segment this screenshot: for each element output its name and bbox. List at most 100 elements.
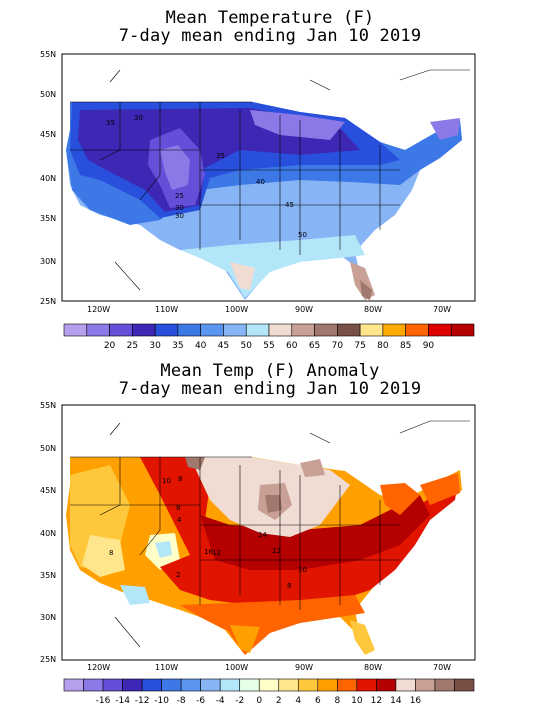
temperature-fill (66, 102, 462, 300)
lon-tick-label: 80W (364, 305, 382, 314)
contour-label: 8 (176, 504, 180, 512)
legend-label: 12 (371, 696, 382, 706)
lat-tick-label: 25N (40, 655, 56, 664)
mean-temperature-panel: Mean Temperature (F) 7-day mean ending J… (0, 0, 540, 351)
lat-tick-label: 55N (40, 401, 56, 410)
contour-labels: 35 30 30 35 40 45 50 25 30 (106, 114, 307, 239)
contour-labels: 10 8 8 4 8 16 12 14 12 10 8 2 (109, 475, 307, 590)
legend-swatch (405, 323, 429, 337)
lat-tick-label: 30N (40, 613, 56, 622)
legend-swatch (239, 678, 260, 692)
legend-label: 25 (127, 341, 138, 351)
lat-axis: 55N 50N 45N 40N 35N 30N 25N (40, 401, 56, 664)
legend-label: 2 (276, 696, 282, 706)
lon-tick-label: 90W (295, 305, 313, 314)
lon-tick-label: 120W (87, 305, 110, 314)
lon-axis: 120W 110W 100W 90W 80W 70W (87, 305, 451, 314)
legend-swatch (154, 323, 179, 337)
legend-swatch (63, 678, 84, 692)
contour-label: 40 (256, 178, 265, 186)
legend-swatch (297, 678, 319, 692)
boundary-lines (70, 420, 470, 648)
legend-swatch (434, 678, 455, 692)
legend-swatch (382, 323, 406, 337)
legend-swatch (180, 678, 201, 692)
boundary-lines (70, 69, 470, 291)
legend-swatch (359, 323, 384, 337)
contour-label: 4 (177, 516, 182, 524)
legend-label: -16 (96, 696, 111, 706)
lat-tick-label: 25N (40, 297, 56, 306)
temperature-legend: 20 25 30 35 40 45 50 55 60 65 70 75 80 85 90 (63, 323, 475, 351)
legend-swatch (428, 323, 452, 337)
legend-label: -2 (235, 696, 244, 706)
legend-swatch (454, 678, 475, 692)
legend-swatch (337, 323, 361, 337)
lat-axis: 55N 50N 45N 40N 35N 30N 25N (40, 50, 56, 306)
legend-swatch (122, 678, 143, 692)
legend-swatch (83, 678, 104, 692)
legend-swatch (258, 678, 280, 692)
contour-label: 12 (272, 547, 281, 555)
contour-label: 16 (204, 548, 213, 556)
legend-swatch (200, 678, 221, 692)
legend-swatch (291, 323, 315, 337)
lat-tick-label: 45N (40, 130, 56, 139)
legend-swatch (223, 323, 247, 337)
legend-label: 10 (351, 696, 363, 706)
legend-label: 40 (195, 341, 207, 351)
legend-swatch (395, 678, 416, 692)
lon-tick-label: 110W (155, 663, 178, 672)
legend-label: 30 (149, 341, 161, 351)
legend-swatch (102, 678, 123, 692)
legend-label: 70 (332, 341, 344, 351)
legend-label: -4 (216, 696, 225, 706)
lon-tick-label: 80W (364, 663, 382, 672)
lat-tick-label: 35N (40, 571, 56, 580)
legend-swatch (219, 678, 241, 692)
legend-swatch (314, 323, 338, 337)
lon-tick-label: 70W (433, 305, 451, 314)
contour-label: 25 (175, 192, 184, 200)
lat-tick-label: 50N (40, 444, 56, 453)
lon-tick-label: 100W (225, 305, 248, 314)
anomaly-legend: -16 -14 -12 -10 -8 -6 -4 -2 0 2 4 6 8 10 12 14 16 (63, 678, 475, 706)
legend-label: 20 (104, 341, 116, 351)
lon-tick-label: 70W (433, 663, 451, 672)
lat-tick-label: 40N (40, 529, 56, 538)
legend-label: 16 (410, 696, 422, 706)
legend-swatch (177, 323, 201, 337)
contour-label: 8 (109, 549, 113, 557)
legend-label: 60 (286, 341, 298, 351)
legend-label: -8 (177, 696, 186, 706)
lon-tick-label: 100W (225, 663, 248, 672)
legend-swatch (109, 323, 133, 337)
legend-swatch (268, 323, 293, 337)
contour-label: 14 (258, 531, 267, 539)
legend-swatch (356, 678, 377, 692)
legend-swatch (141, 678, 162, 692)
legend-swatch (161, 678, 182, 692)
legend-label: -10 (154, 696, 169, 706)
legend-swatch (200, 323, 224, 337)
legend-swatch (63, 323, 88, 337)
contour-label: 10 (298, 566, 307, 574)
legend-swatch (132, 323, 156, 337)
anomaly-fill (66, 457, 462, 655)
legend-label: 50 (240, 341, 252, 351)
panel-title-line1: Mean Temperature (F) (165, 8, 375, 28)
legend-label: 6 (315, 696, 321, 706)
lat-tick-label: 45N (40, 486, 56, 495)
lon-tick-label: 90W (295, 663, 313, 672)
contour-label: 45 (285, 201, 294, 209)
legend-swatch (337, 678, 358, 692)
contour-label: 35 (106, 119, 115, 127)
legend-label: 80 (377, 341, 389, 351)
contour-label: 8 (287, 582, 291, 590)
contour-label: 8 (178, 475, 182, 483)
contour-label: 2 (176, 571, 180, 579)
lat-tick-label: 40N (40, 174, 56, 183)
legend-swatch (86, 323, 110, 337)
lat-tick-label: 55N (40, 50, 56, 59)
contour-label: 30 (134, 114, 143, 122)
